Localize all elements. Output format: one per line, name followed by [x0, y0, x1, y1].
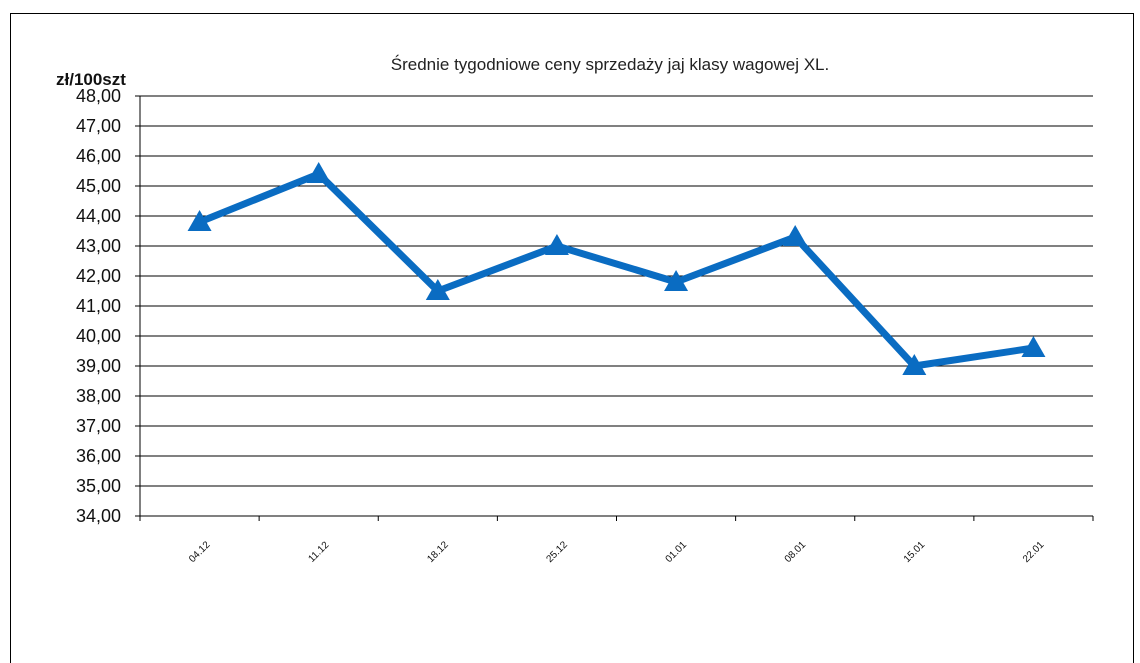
y-tick-label: 45,00 — [76, 176, 121, 196]
y-tick-label: 36,00 — [76, 446, 121, 466]
x-tick-label: 11.12 — [306, 539, 331, 564]
data-point-marker — [187, 210, 212, 231]
x-tick-label: 04.12 — [187, 539, 213, 565]
data-point-marker — [1021, 336, 1046, 357]
data-point-marker — [425, 279, 450, 300]
y-tick-label: 42,00 — [76, 266, 121, 286]
y-tick-label: 43,00 — [76, 236, 121, 256]
y-tick-label: 47,00 — [76, 116, 121, 136]
x-tick-label: 25.12 — [544, 539, 570, 565]
series-line — [196, 170, 1037, 370]
y-axis-unit-label: zł/100szt — [56, 70, 126, 89]
y-tick-label: 35,00 — [76, 476, 121, 496]
data-point-marker — [664, 270, 689, 291]
chart-frame — [10, 13, 1134, 663]
x-tick-label: 22.01 — [1021, 539, 1047, 565]
y-tick-label: 37,00 — [76, 416, 121, 436]
y-tick-label: 46,00 — [76, 146, 121, 166]
y-tick-label: 48,00 — [76, 86, 121, 106]
data-point-marker — [544, 234, 569, 255]
x-tick-label: 01.01 — [664, 539, 690, 565]
data-point-marker — [902, 354, 927, 375]
y-tick-label: 41,00 — [76, 296, 121, 316]
x-tick-label: 08.01 — [783, 539, 809, 565]
y-tick-label: 44,00 — [76, 206, 121, 226]
y-tick-label: 38,00 — [76, 386, 121, 406]
y-tick-label: 40,00 — [76, 326, 121, 346]
chart-title: Średnie tygodniowe ceny sprzedaży jaj kl… — [390, 55, 830, 74]
x-tick-label: 15.01 — [902, 539, 928, 565]
data-point-marker — [306, 162, 331, 183]
y-tick-label: 34,00 — [76, 506, 121, 526]
y-tick-label: 39,00 — [76, 356, 121, 376]
data-point-marker — [783, 225, 808, 246]
x-tick-label: 18.12 — [425, 539, 451, 565]
